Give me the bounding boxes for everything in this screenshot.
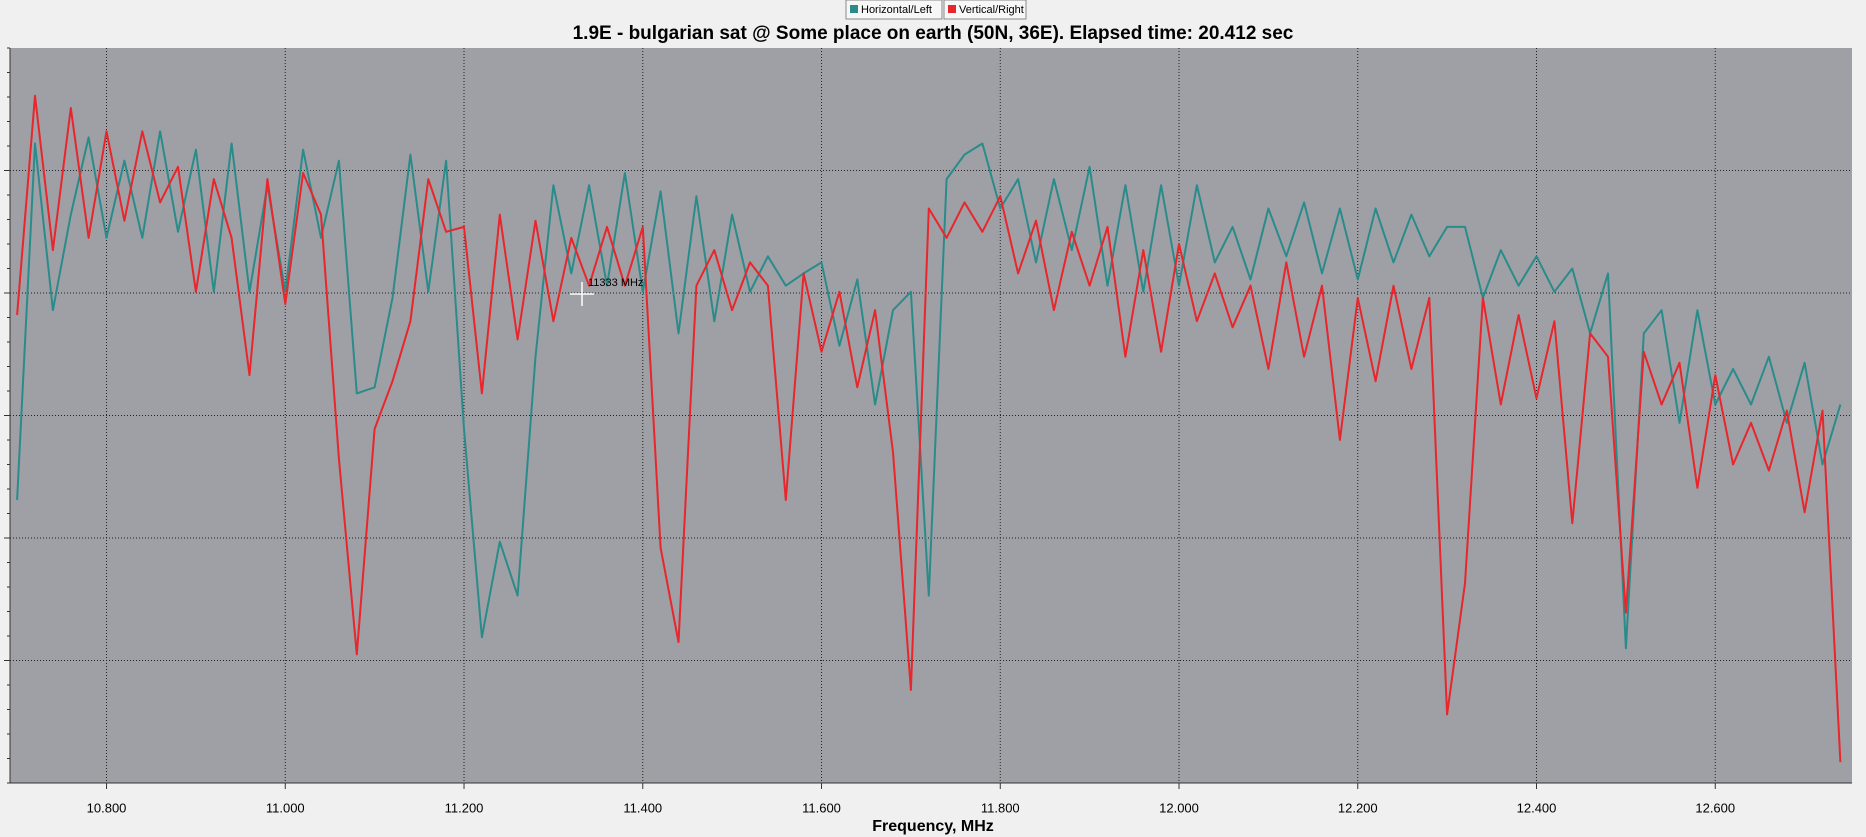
x-tick-label: 12.600 xyxy=(1695,800,1735,815)
legend: Horizontal/Left Vertical/Right xyxy=(845,0,1027,20)
x-tick-label: 10.800 xyxy=(87,800,127,815)
cursor: 11333 MHz xyxy=(570,277,643,306)
axes: 10.800 11.000 11.200 11.400 11.600 11.800 12.0… xyxy=(4,47,1852,815)
legend-item-box xyxy=(845,0,943,20)
x-tick-label: 12.000 xyxy=(1159,800,1199,815)
legend-item-box xyxy=(943,0,1027,20)
cursor-annotation: 11333 MHz xyxy=(588,277,643,289)
x-tick-label: 11.200 xyxy=(445,800,484,815)
x-tick-label: 12.400 xyxy=(1517,800,1557,815)
legend-swatch xyxy=(850,5,858,13)
series-line xyxy=(16,94,1842,763)
x-tick-label: 12.200 xyxy=(1338,800,1378,815)
legend-swatch xyxy=(948,5,956,13)
legend-label: Horizontal/Left xyxy=(861,4,932,16)
x-tick-label: 11.400 xyxy=(623,800,662,815)
x-tick-label: 11.600 xyxy=(802,800,841,815)
series-line xyxy=(16,130,1842,650)
x-tick-label: 11.800 xyxy=(981,800,1020,815)
legend-label: Vertical/Right xyxy=(959,4,1024,16)
chart-title: 1.9E - bulgarian sat @ Some place on ear… xyxy=(573,23,1294,44)
x-tick-label: 11.000 xyxy=(266,800,305,815)
series-lines xyxy=(16,94,1842,763)
x-axis-label: Frequency, MHz xyxy=(872,818,994,835)
